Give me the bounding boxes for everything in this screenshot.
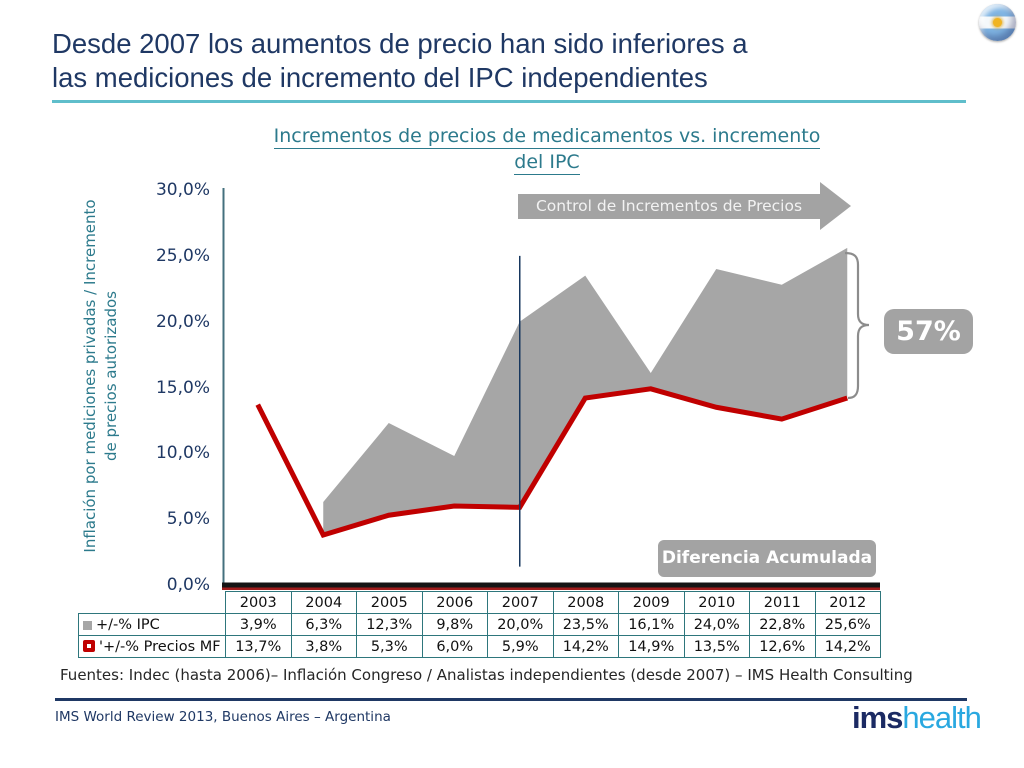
value-cell: 12,6%	[749, 635, 816, 658]
value-cell: 14,2%	[814, 635, 881, 658]
page-title: Desde 2007 los aumentos de precio han si…	[52, 27, 977, 95]
year-header-cell: 2012	[814, 591, 881, 614]
value-cell: 12,3%	[356, 613, 423, 636]
x-axis-red-accent	[222, 587, 880, 590]
red-line-marker-icon	[83, 639, 95, 652]
year-header-cell: 2006	[421, 591, 488, 614]
x-axis-line	[222, 582, 880, 588]
series-label-cell: '+/-% Precios MF	[78, 635, 226, 658]
logo-health: health	[902, 700, 981, 735]
value-cell: 16,1%	[618, 613, 685, 636]
y-tick-label: 25,0%	[155, 245, 210, 266]
marker-dot-icon	[87, 643, 91, 648]
series-label-text: '+/-% Precios MF	[99, 638, 221, 655]
chart-plot-area	[222, 188, 880, 590]
imshealth-logo: imshealth	[852, 700, 982, 736]
year-header-cell: 2010	[683, 591, 750, 614]
value-cell: 14,9%	[618, 635, 685, 658]
chart-title-line-2: del IPC	[514, 151, 580, 175]
table-corner-cell	[79, 592, 226, 614]
y-tick-label: 15,0%	[155, 377, 210, 398]
value-cell: 22,8%	[749, 613, 816, 636]
argentina-flag-icon	[979, 4, 1016, 41]
page-title-line-2: las mediciones de incremento del IPC ind…	[52, 62, 708, 93]
ipc-area-series	[323, 247, 848, 535]
value-cell: 5,9%	[487, 635, 554, 658]
data-table: 2003 2004 2005 2006 2007 2008 2009 2010 2011 2012…	[78, 591, 881, 658]
page-title-line-1: Desde 2007 los aumentos de precio han si…	[52, 28, 748, 59]
y-tick-label: 5,0%	[166, 509, 210, 530]
value-cell: 23,5%	[552, 613, 619, 636]
year-header-cell: 2011	[749, 591, 816, 614]
year-header-cell: 2009	[618, 591, 685, 614]
difference-brace	[844, 251, 870, 400]
sources-note: Fuentes: Indec (hasta 2006)– Inflación C…	[60, 666, 913, 684]
year-header-cell: 2008	[552, 591, 619, 614]
value-cell: 14,2%	[552, 635, 619, 658]
series-label-cell: +/-% IPC	[78, 613, 226, 636]
chart-title-line-1: Incrementos de precios de medicamentos v…	[273, 125, 821, 149]
cumulative-difference-callout: 57%	[884, 309, 973, 354]
value-cell: 13,7%	[225, 635, 292, 658]
year-header-cell: 2003	[225, 591, 292, 614]
value-cell: 13,5%	[683, 635, 750, 658]
footer-divider	[55, 698, 967, 701]
value-cell: 9,8%	[421, 613, 488, 636]
value-cell: 25,6%	[814, 613, 881, 636]
precios-mf-line-series	[255, 386, 849, 538]
price-control-arrow-label: Control de Incrementos de Precios	[535, 197, 803, 215]
value-cell: 24,0%	[683, 613, 750, 636]
gray-square-icon	[83, 620, 92, 630]
year-header-cell: 2005	[356, 591, 423, 614]
y-tick-label: 10,0%	[155, 443, 210, 464]
y-tick-label: 20,0%	[155, 311, 210, 332]
value-cell: 5,3%	[356, 635, 423, 658]
flag-sun-icon	[993, 18, 1002, 27]
value-cell: 20,0%	[487, 613, 554, 636]
logo-ims: ims	[852, 700, 903, 735]
value-cell: 6,0%	[421, 635, 488, 658]
price-control-arrow-banner: Control de Incrementos de Precios	[518, 194, 820, 219]
accumulated-difference-label: Diferencia Acumulada	[658, 540, 876, 577]
chart-title: Incrementos de precios de medicamentos v…	[217, 123, 877, 175]
y-tick-label: 30,0%	[155, 180, 210, 200]
series-label-text: +/-% IPC	[96, 616, 160, 633]
value-cell: 3,9%	[225, 613, 292, 636]
value-cell: 6,3%	[290, 613, 357, 636]
title-underline	[52, 100, 966, 103]
footer-event-text: IMS World Review 2013, Buenos Aires – Ar…	[55, 709, 391, 725]
year-header-cell: 2004	[290, 591, 357, 614]
arrow-head-icon	[820, 182, 851, 230]
value-cell: 3,8%	[290, 635, 357, 658]
y-tick-label: 0,0%	[166, 575, 210, 595]
year-header-cell: 2007	[487, 591, 554, 614]
